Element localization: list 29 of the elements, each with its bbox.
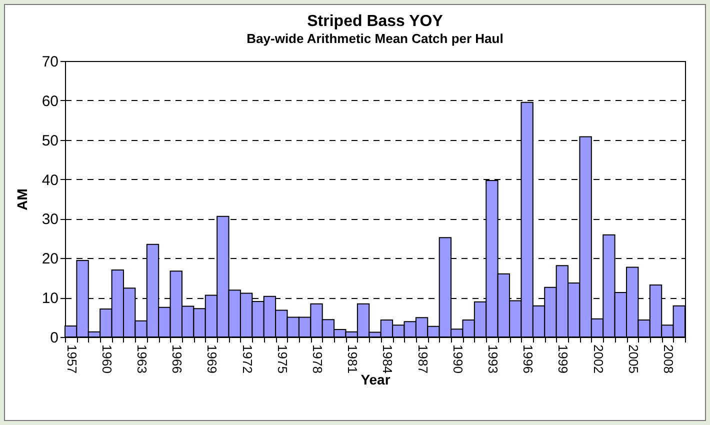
y-axis-title: AM: [14, 188, 30, 210]
y-tick-label: 60: [42, 92, 58, 110]
y-tick-label: 20: [42, 250, 58, 268]
x-tick-label: 1987: [415, 344, 430, 374]
x-tick-label: 1969: [204, 344, 220, 374]
x-tick-label: 1981: [345, 344, 360, 374]
y-tick-label: 10: [42, 290, 58, 308]
x-tick-label: 1996: [520, 344, 536, 374]
chart-subtitle: Bay-wide Arithmetic Mean Catch per Haul: [246, 31, 504, 46]
x-tick-label: 1966: [170, 344, 185, 374]
x-tick-label: 1975: [274, 344, 290, 374]
y-tick-label: 0: [50, 330, 58, 346]
y-tick-label: 30: [42, 211, 58, 228]
x-tick-label: 2008: [660, 344, 676, 374]
x-tick-label: 1978: [310, 344, 326, 374]
x-tick-label: 1960: [99, 344, 114, 374]
x-tick-label: 1990: [450, 344, 466, 374]
y-tick-label: 50: [42, 132, 58, 150]
chart-title: Striped Bass YOY: [307, 13, 444, 30]
x-tick-label: 1963: [134, 344, 150, 374]
x-tick-label: 2005: [626, 344, 641, 374]
x-tick-label: 1993: [485, 344, 500, 374]
x-tick-label: 2002: [590, 344, 606, 374]
x-tick-label: 1984: [380, 344, 396, 374]
y-tick-label: 40: [42, 172, 58, 189]
x-tick-label: 1957: [64, 344, 80, 374]
y-tick-label: 70: [42, 54, 58, 70]
x-tick-label: 1972: [240, 344, 255, 374]
x-tick-label: 1999: [556, 344, 571, 374]
